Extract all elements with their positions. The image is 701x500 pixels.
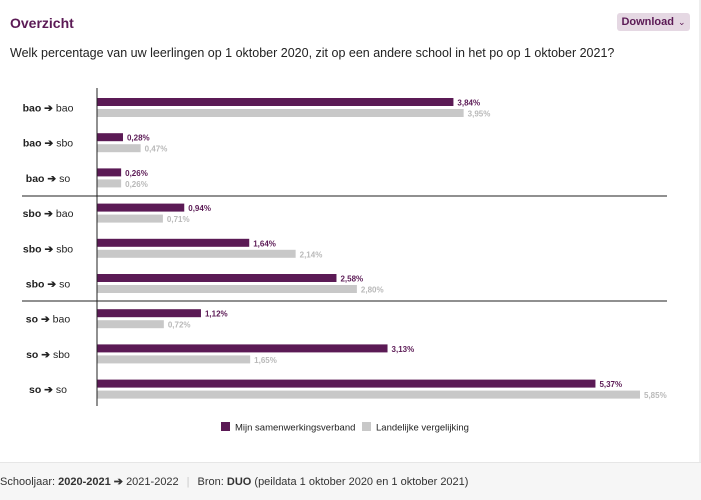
bar [97, 355, 251, 364]
bron-detail: (peildata 1 oktober 2020 en 1 oktober 20… [254, 475, 469, 488]
legend-swatch-secondary [362, 422, 371, 431]
bar [97, 320, 164, 329]
category-label: sbo ➔ so [26, 279, 71, 291]
data-label: 1,65% [254, 356, 277, 365]
bar [97, 179, 122, 188]
footer: Schooljaar: 2020-2021 ➔ 2021-2022 | Bron… [0, 462, 701, 500]
data-label: 5,37% [599, 380, 622, 389]
category-label: so ➔ sbo [26, 349, 70, 361]
data-label: 0,28% [127, 134, 150, 143]
chevron-down-icon: ⌄ [678, 16, 686, 27]
bar-chart: bao ➔ bao 3,84% 3,95% bao ➔ sbo 0,28% 0,47% ba… [22, 88, 667, 434]
bar [97, 379, 596, 388]
data-label: 0,94% [188, 204, 211, 213]
bar [97, 109, 464, 117]
legend-swatch-primary [221, 422, 230, 431]
data-label: 3,13% [392, 345, 415, 354]
bar [97, 133, 123, 142]
bar [97, 390, 640, 399]
download-label: Download [621, 16, 674, 28]
bar [97, 344, 388, 353]
arrow-icon: ➔ [113, 476, 123, 488]
data-label: 2,14% [300, 250, 323, 259]
schooljaar-label: Schooljaar: [0, 475, 56, 488]
category-label: bao ➔ bao [23, 103, 74, 115]
legend-label-primary: Mijn samenwerkingsverband [235, 423, 355, 434]
data-label: 3,95% [468, 110, 491, 119]
category-label: sbo ➔ sbo [23, 243, 73, 255]
data-label: 0,47% [145, 145, 168, 154]
bar [97, 274, 337, 282]
data-label: 0,26% [125, 169, 148, 178]
data-label: 2,58% [340, 275, 363, 284]
bar [97, 214, 163, 223]
schooljaar-from: 2020-2021 [58, 475, 111, 488]
category-label: bao ➔ so [26, 173, 71, 185]
bar [97, 144, 141, 153]
bar [97, 203, 185, 212]
page-title: Overzicht [10, 15, 74, 31]
data-label: 5,85% [644, 391, 667, 400]
schooljaar-to: 2021-2022 [126, 475, 179, 488]
data-label: 0,72% [168, 321, 191, 330]
card-border [699, 0, 701, 462]
category-label: bao ➔ sbo [23, 138, 73, 150]
data-label: 1,12% [205, 310, 228, 319]
data-label: 3,84% [457, 99, 480, 108]
bar [97, 168, 122, 177]
bar [97, 98, 454, 106]
bar [97, 285, 357, 293]
chart-question: Welk percentage van uw leerlingen op 1 o… [10, 46, 615, 60]
data-label: 0,71% [167, 215, 190, 224]
bron-value: DUO [226, 475, 252, 488]
category-label: so ➔ bao [26, 314, 71, 326]
footer-divider: | [186, 475, 190, 488]
bar [97, 309, 201, 318]
download-button[interactable]: Download ⌄ [617, 13, 690, 31]
data-label: 0,26% [125, 180, 148, 189]
data-label: 1,64% [253, 239, 276, 248]
bron-label: Bron: [197, 475, 224, 488]
category-label: sbo ➔ bao [23, 208, 74, 220]
category-label: so ➔ so [29, 384, 67, 396]
bar [97, 238, 250, 247]
bar [97, 249, 296, 258]
data-label: 2,80% [361, 286, 384, 295]
legend-label-secondary: Landelijke vergelijking [376, 423, 469, 434]
